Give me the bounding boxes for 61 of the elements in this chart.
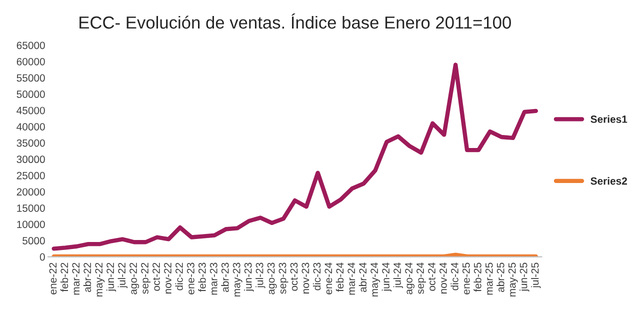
x-tick-label: sep-24 bbox=[416, 262, 426, 294]
x-tick-label: abr-24 bbox=[358, 262, 367, 292]
x-tick-label: dic-24 bbox=[450, 262, 458, 290]
y-tick-label: 0 bbox=[40, 253, 45, 261]
y-tick-label: 5000 bbox=[22, 237, 45, 244]
x-tick-label: mar-23 bbox=[210, 262, 218, 295]
x-tick-label: ago-24 bbox=[405, 262, 414, 294]
chart-title: ECC- Evolución de ventas. Índice base Enero 2011=100 bbox=[80, 14, 511, 29]
x-tick-label: mar-25 bbox=[485, 262, 493, 295]
x-tick-label: feb-24 bbox=[336, 262, 344, 292]
legend-label: Series2 bbox=[590, 177, 627, 185]
x-tick-label: ene-23 bbox=[186, 262, 194, 294]
y-tick-label: 55000 bbox=[16, 74, 45, 82]
x-tick-label: jun-24 bbox=[382, 262, 392, 292]
y-tick-label: 25000 bbox=[16, 172, 45, 180]
x-tick-label: abr-22 bbox=[83, 262, 92, 292]
legend-label: Series1 bbox=[590, 115, 628, 123]
y-tick-label: 45000 bbox=[16, 106, 45, 114]
x-tick-label: oct-23 bbox=[290, 262, 298, 291]
x-tick-label: nov-22 bbox=[164, 262, 172, 294]
x-tick-label: jul-22 bbox=[118, 262, 128, 288]
x-tick-label: may-24 bbox=[370, 262, 380, 296]
x-tick-label: feb-25 bbox=[474, 262, 482, 292]
x-tick-label: oct-24 bbox=[428, 262, 436, 291]
x-tick-label: ago-22 bbox=[130, 262, 140, 294]
y-tick-label: 30000 bbox=[16, 156, 45, 164]
x-tick-label: abr-23 bbox=[221, 262, 229, 292]
x-tick-label: feb-23 bbox=[198, 262, 206, 292]
x-tick-label: jun-25 bbox=[520, 262, 530, 292]
y-tick-label: 50000 bbox=[16, 90, 45, 98]
x-tick-label: dic-23 bbox=[312, 262, 321, 290]
x-tick-label: mar-24 bbox=[348, 262, 356, 295]
x-tick-label: jul-25 bbox=[531, 262, 541, 288]
y-tick-label: 20000 bbox=[16, 188, 45, 196]
y-tick-label: 60000 bbox=[16, 58, 45, 66]
x-tick-label: oct-22 bbox=[152, 262, 160, 291]
y-tick-label: 35000 bbox=[16, 139, 45, 147]
x-tick-label: mar-22 bbox=[72, 262, 80, 295]
x-tick-label: may-22 bbox=[95, 262, 105, 296]
x-tick-label: ene-25 bbox=[462, 262, 470, 294]
x-tick-label: ene-22 bbox=[49, 262, 57, 294]
x-tick-label: nov-24 bbox=[440, 262, 447, 294]
y-tick-label: 65000 bbox=[16, 42, 45, 50]
x-tick-label: ago-23 bbox=[267, 262, 277, 294]
x-tick-label: jul-24 bbox=[393, 262, 404, 288]
x-tick-label: jun-23 bbox=[244, 262, 254, 292]
x-tick-label: nov-23 bbox=[302, 262, 310, 294]
x-tick-label: ene-24 bbox=[324, 262, 332, 294]
x-tick-label: jun-22 bbox=[106, 262, 116, 292]
y-tick-label: 10000 bbox=[17, 220, 45, 228]
line-series bbox=[52, 62, 538, 251]
y-tick-label: 15000 bbox=[17, 204, 45, 212]
x-tick-label: sep-23 bbox=[278, 262, 288, 294]
x-tick-label: may-23 bbox=[232, 262, 242, 296]
x-tick-label: dic-22 bbox=[175, 262, 183, 290]
x-tick-label: may-25 bbox=[508, 262, 518, 296]
x-tick-label: feb-22 bbox=[60, 262, 68, 292]
x-tick-label: abr-25 bbox=[496, 262, 504, 292]
x-tick-label: sep-22 bbox=[141, 262, 150, 294]
x-tick-label: jul-23 bbox=[256, 262, 266, 288]
y-tick-label: 40000 bbox=[16, 123, 45, 130]
